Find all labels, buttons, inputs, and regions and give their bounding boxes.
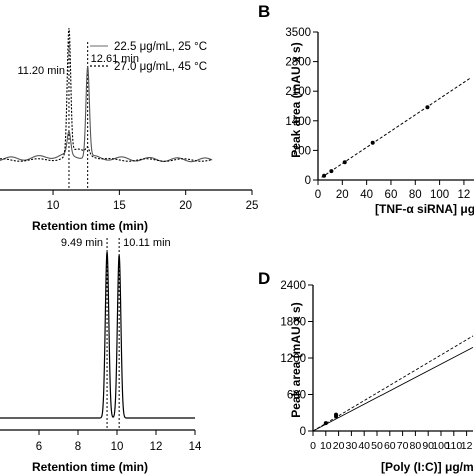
calibration-b-xlabel: [TNF-α siRNA] μg [375,202,474,216]
legend-label-solid: 22.5 μg/mL, 25 °C [114,41,207,53]
calibration-b-x-tick-label: 100 [430,189,449,201]
chromatogram-c-xlabel: Retention time (min) [32,460,148,474]
calibration-b-y-tick-label: 2100 [285,86,311,98]
chromatogram-a-x-tick-label: 20 [179,200,192,212]
legend-label-dotted: 27.0 μg/mL, 45 °C [114,61,207,73]
calibration-d-y-tick-label: 0 [300,426,306,438]
calibration-b-y-tick-label: 1400 [285,116,311,128]
calibration-d-x-tick-label: 80 [410,440,422,452]
calibration-d-x-tick-label: 30 [346,440,358,452]
calibration-b-y-tick-label: 0 [305,175,311,187]
chromatogram-a-legend: 22.5 μg/mL, 25 °C 27.0 μg/mL, 45 °C [90,41,207,73]
chromatogram-c-x-tick-label: 6 [36,441,42,453]
calibration-d-x-tick-label: 12 [461,440,473,452]
calibration-d-fit-line-solid [312,346,474,432]
calibration-d-x-tick-label: 90 [422,440,434,452]
calibration-b-point [329,169,334,174]
calibration-d-x-tick-label: 100 [432,440,450,452]
chromatogram-c: Retention time (min) 6 8 10 12 14 9.49 min 10.… [0,237,202,474]
calibration-b-point [425,105,430,110]
calibration-d-y-tick-label: 600 [287,390,306,402]
calibration-d-ylabel: Peak area (mAU x s) [289,302,303,417]
calibration-b-y-tick-label: 700 [292,145,311,157]
calibration-b-x-tick-label: 40 [360,189,373,201]
calibration-d-point [334,412,339,417]
chromatogram-a-trace-dotted [0,28,213,162]
chromatogram-a-x-tick-label: 15 [113,200,126,212]
calibration-b-ylabel: Peak area (mAU x s) [289,42,303,157]
calibration-d-y-tick-label: 1800 [280,317,306,329]
calibration-b-x-tick-label: 60 [385,189,398,201]
calibration-b-x-tick-label: 20 [336,189,349,201]
chromatogram-a-marker-label: 12.61 min [91,53,139,65]
panel-label-d: D [258,269,270,288]
chromatogram-a: Retention time (min) 22.5 μg/mL, 25 °C 2… [0,28,258,233]
chromatogram-c-marker-label: 10.11 min [123,237,170,249]
calibration-d-x-tick-label: 40 [358,440,370,452]
chromatogram-c-x-tick-label: 14 [189,441,202,453]
calibration-b-x-tick-label: 0 [315,189,321,201]
chromatogram-c-x-tick-label: 12 [150,441,163,453]
calibration-b-point [322,173,327,178]
calibration-d-x-tick-label: 10 [320,440,332,452]
chromatogram-a-x-tick-label: 25 [246,200,259,212]
calibration-b: B Peak area (mAU x s) [TNF-α siRNA] μg 0… [258,2,474,216]
chromatogram-a-trace-solid [0,66,213,163]
chromatogram-a-marker-label: 11.20 min [17,65,65,77]
calibration-d-xlabel: [Poly (I:C)] μg/m [381,460,474,474]
calibration-d-x-tick-label: 0 [310,440,316,452]
calibration-d-x-tick-label: 50 [371,440,383,452]
chromatogram-a-x-tick-label: 10 [47,200,60,212]
chromatogram-c-trace [0,251,195,419]
calibration-d-x-tick-label: 60 [384,440,396,452]
calibration-d-fit-line-dotted [312,335,474,432]
calibration-b-y-tick-label: 3500 [285,27,311,39]
calibration-d: D Peak area (mAU x s) [Poly (I:C)] μg/m … [258,269,474,474]
calibration-d-y-tick-label: 2400 [280,280,306,292]
calibration-b-point [342,160,347,165]
chromatogram-c-x-tick-label: 10 [111,441,124,453]
chromatogram-c-marker-label: 9.49 min [61,237,103,249]
calibration-b-x-tick-label: 80 [409,189,422,201]
chromatogram-a-xlabel: Retention time (min) [32,219,148,233]
calibration-d-y-tick-label: 1200 [280,353,306,365]
chromatogram-c-x-tick-label: 8 [75,441,81,453]
calibration-b-point [370,140,375,145]
calibration-d-point [323,421,328,426]
calibration-b-x-tick-label: 12 [458,189,471,201]
calibration-d-x-tick-label: 70 [397,440,409,452]
calibration-b-y-tick-label: 2800 [285,57,311,69]
panel-label-b: B [258,2,270,21]
calibration-d-x-tick-label: 110 [445,440,462,452]
calibration-d-x-tick-label: 20 [333,440,345,452]
